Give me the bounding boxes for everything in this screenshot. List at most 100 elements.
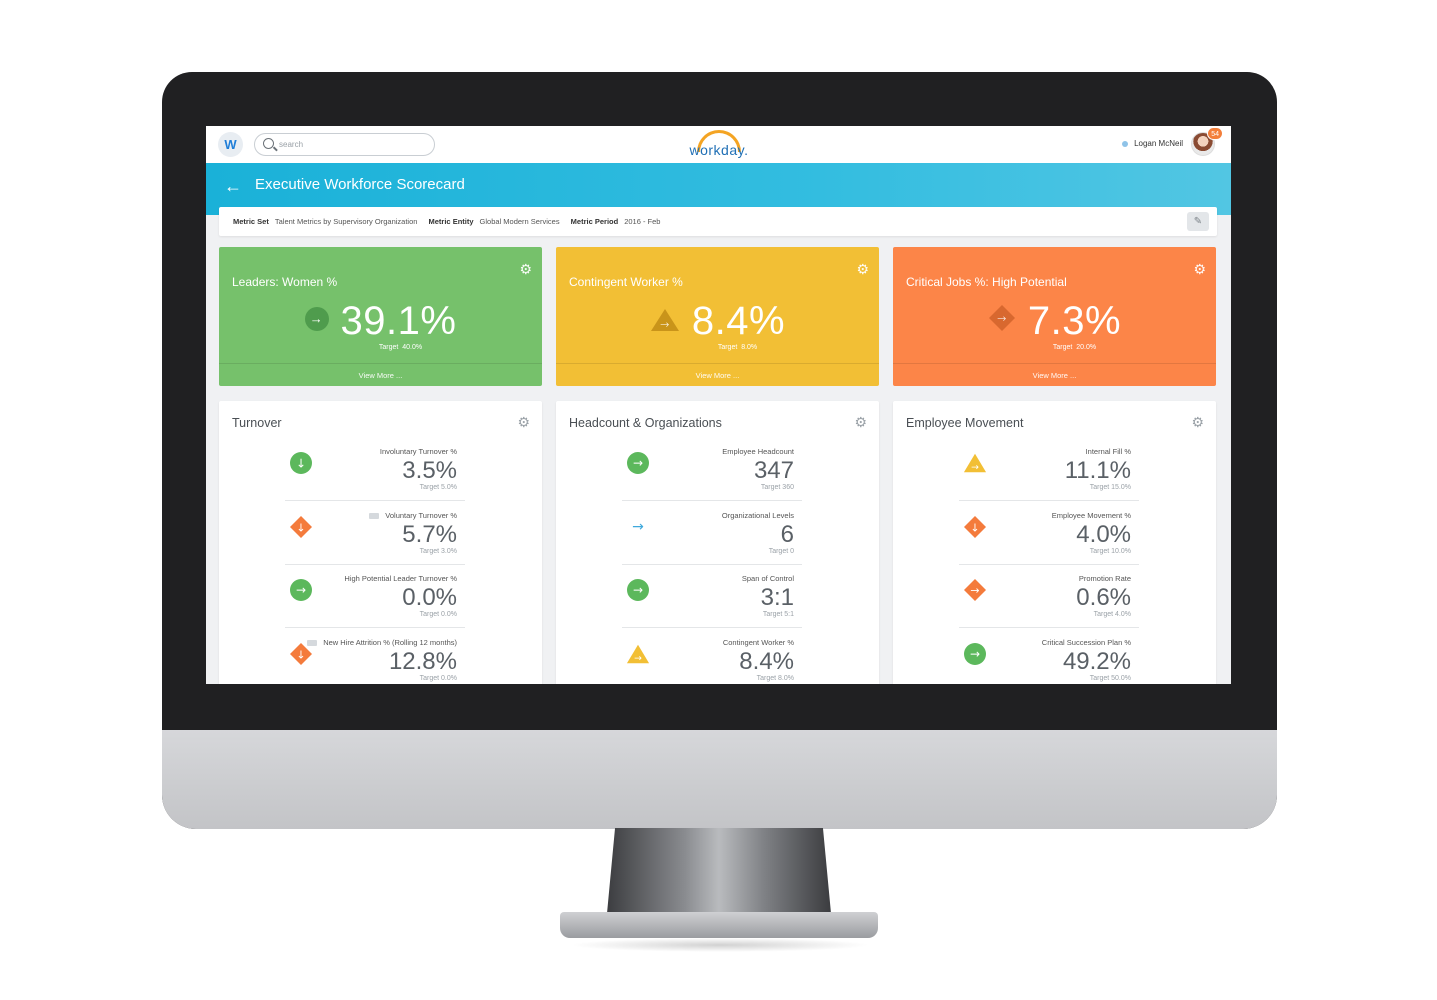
metric-row[interactable]: → Employee Headcount 347 Target 360 xyxy=(622,438,802,501)
metric-value: 8.4% xyxy=(739,647,794,675)
kpi-value-row: → 39.1% xyxy=(219,299,542,344)
kpi-value: 7.3% xyxy=(1027,299,1122,343)
metric-label-text: Contingent Worker % xyxy=(722,637,794,647)
diamond-arrow-down-icon: ↓ xyxy=(963,515,987,539)
back-arrow-icon[interactable]: ← xyxy=(224,176,242,196)
svg-text:↓: ↓ xyxy=(296,521,305,534)
edit-button[interactable]: ✎ xyxy=(1187,212,1209,231)
metric-target: Target 0.0% xyxy=(419,611,457,618)
metric-value: 4.0% xyxy=(1076,520,1131,548)
metric-period-label: Metric Period xyxy=(570,217,619,226)
view-more-link[interactable]: View More ... xyxy=(219,363,542,386)
metric-value: 5.7% xyxy=(402,520,457,548)
metric-row[interactable]: → Span of Control 3:1 Target 5:1 xyxy=(622,565,802,628)
metric-value: 6 xyxy=(780,520,794,548)
metric-row[interactable]: → Critical Succession Plan % 49.2% Target 5… xyxy=(959,629,1139,685)
metric-row[interactable]: ↓ Voluntary Turnover % 5.7% Target 3.0% xyxy=(285,502,465,565)
comment-icon[interactable] xyxy=(307,639,318,646)
gear-icon[interactable]: ⚙ xyxy=(517,414,530,430)
diamond-arrow-icon: → xyxy=(988,297,1016,342)
kpi-tile-critical-jobs: Critical Jobs %: High Potential ⚙ → 7.3% … xyxy=(893,247,1216,386)
metric-label-text: Involuntary Turnover % xyxy=(379,447,457,456)
metric-row[interactable]: ↓ New Hire Attrition % (Rolling 12 months… xyxy=(285,629,465,685)
metric-row[interactable]: → Organizational Levels 6 Target 0 xyxy=(622,502,802,565)
warning-triangle-icon: → xyxy=(963,451,987,475)
workday-logo[interactable]: workday. xyxy=(684,130,754,160)
metric-target: Target 10.0% xyxy=(1089,547,1131,555)
metric-label: Internal Fill % xyxy=(1086,447,1131,456)
metric-label-text: Internal Fill % xyxy=(1085,447,1131,456)
kpi-title: Critical Jobs %: High Potential xyxy=(906,275,1067,289)
metric-target: Target 3.0% xyxy=(419,547,457,555)
metric-row[interactable]: ↓ Employee Movement % 4.0% Target 10.0% xyxy=(959,502,1139,565)
metric-label-text: Critical Succession Plan % xyxy=(1041,637,1131,647)
search-box[interactable] xyxy=(254,133,435,156)
metric-label-text: Organizational Levels xyxy=(721,510,794,520)
search-input[interactable] xyxy=(279,137,429,152)
metric-label: New Hire Attrition % (Rolling 12 months) xyxy=(307,638,457,647)
card-title: Turnover xyxy=(232,416,282,430)
search-icon xyxy=(263,138,274,149)
comment-icon[interactable] xyxy=(369,512,380,519)
monitor-stand-neck xyxy=(606,828,832,924)
svg-text:↓: ↓ xyxy=(296,457,306,471)
user-name: Logan McNeil xyxy=(1134,139,1183,148)
arrow-right-icon: → xyxy=(626,451,650,475)
kpi-title: Leaders: Women % xyxy=(232,275,338,289)
svg-text:→: → xyxy=(296,583,306,597)
view-more-link[interactable]: View More ... xyxy=(556,363,879,386)
metric-row[interactable]: → Contingent Worker % 8.4% Target 8.0% xyxy=(622,629,802,685)
home-button[interactable]: W xyxy=(218,132,243,157)
metric-label: Organizational Levels xyxy=(722,511,794,520)
metric-row[interactable]: → High Potential Leader Turnover % 0.0% Tar… xyxy=(285,565,465,628)
metric-label: Critical Succession Plan % xyxy=(1042,638,1131,647)
notification-badge[interactable]: 54 xyxy=(1207,127,1223,140)
metric-label-text: Employee Headcount xyxy=(722,447,794,456)
gear-icon[interactable]: ⚙ xyxy=(1191,414,1204,430)
metric-value: 49.2% xyxy=(1062,647,1131,675)
user-menu[interactable]: Logan McNeil xyxy=(1122,139,1183,148)
metric-value: 0.0% xyxy=(402,584,457,611)
kpi-value-row: → 7.3% xyxy=(893,299,1216,346)
view-more-link[interactable]: View More ... xyxy=(893,363,1216,386)
kpi-target: Target 20.0% xyxy=(893,344,1216,351)
metric-target: Target 5.0% xyxy=(419,484,457,491)
metric-label: Promotion Rate xyxy=(1079,574,1131,583)
diamond-arrow-down-icon: ↓ xyxy=(289,642,313,666)
filter-list: Metric Set Talent Metrics by Supervisory … xyxy=(233,217,669,226)
metric-row[interactable]: ↓ Involuntary Turnover % 3.5% Target 5.0% xyxy=(285,438,465,501)
monitor-stand-base xyxy=(560,912,878,938)
metric-value: 0.6% xyxy=(1076,584,1131,611)
kpi-target-label: Target xyxy=(717,344,738,351)
metric-value: 3.5% xyxy=(402,457,457,484)
gear-icon[interactable]: ⚙ xyxy=(519,261,532,277)
metric-target: Target 0 xyxy=(768,547,794,555)
page-header-banner: ← Executive Workforce Scorecard xyxy=(206,163,1231,215)
svg-text:→: → xyxy=(633,456,643,470)
metric-label-text: Span of Control xyxy=(741,574,794,583)
svg-text:→: → xyxy=(632,519,644,535)
metric-row[interactable]: → Internal Fill % 11.1% Target 15.0% xyxy=(959,438,1139,501)
gear-icon[interactable]: ⚙ xyxy=(856,261,869,277)
gear-icon[interactable]: ⚙ xyxy=(854,414,867,430)
metric-row[interactable]: → Promotion Rate 0.6% Target 4.0% xyxy=(959,565,1139,628)
kpi-title: Contingent Worker % xyxy=(569,275,683,289)
pencil-icon: ✎ xyxy=(1193,216,1203,227)
metric-label-text: Voluntary Turnover % xyxy=(385,510,457,520)
metric-label: Span of Control xyxy=(742,574,794,583)
metric-label: Employee Headcount xyxy=(722,447,794,456)
kpi-target-label: Target xyxy=(378,344,399,351)
card-employee-movement: Employee Movement ⚙ → Internal Fill % 11.1… xyxy=(893,401,1216,684)
metric-target: Target 15.0% xyxy=(1089,484,1131,491)
metric-label: Voluntary Turnover % xyxy=(369,511,457,520)
arrow-right-icon: → xyxy=(289,578,313,602)
kpi-target-value: 40.0% xyxy=(402,344,423,351)
gear-icon[interactable]: ⚙ xyxy=(1193,261,1206,277)
metric-set-value: Talent Metrics by Supervisory Organizati… xyxy=(274,217,418,226)
metric-entity-value: Global Modern Services xyxy=(479,217,560,226)
kpi-target: Target 8.0% xyxy=(556,344,879,351)
diamond-arrow-right-icon: → xyxy=(963,578,987,602)
monitor-chin xyxy=(162,730,1277,829)
metric-value: 3:1 xyxy=(760,584,794,611)
diamond-arrow-down-icon: ↓ xyxy=(289,515,313,539)
